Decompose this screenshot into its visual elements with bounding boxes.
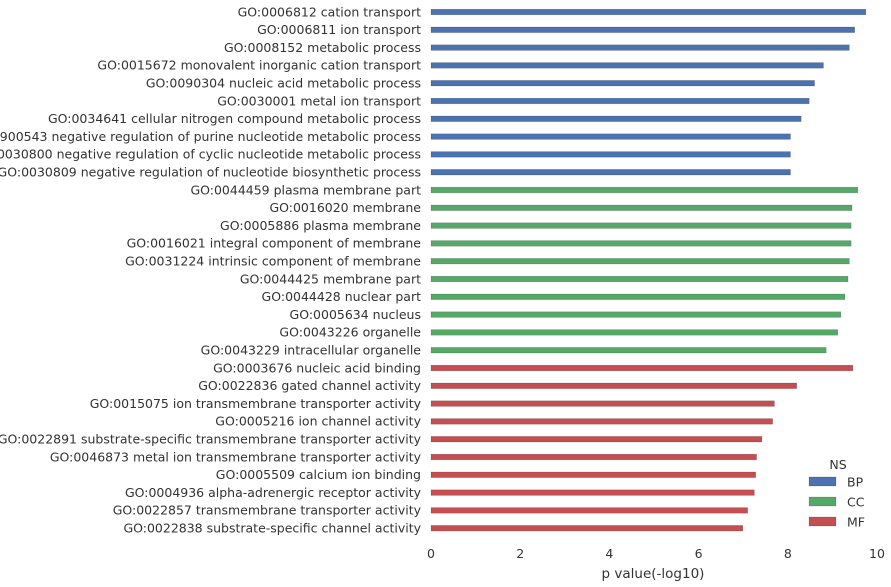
bar-cc bbox=[430, 258, 850, 265]
category-label: GO:0005634 nucleus bbox=[290, 307, 421, 322]
category-label: GO:0022857 transmembrane transporter act… bbox=[113, 503, 422, 518]
x-tick-label: 10 bbox=[869, 546, 885, 561]
category-label: GO:0003676 nucleic acid binding bbox=[213, 360, 421, 375]
category-label: GO:0005216 ion channel activity bbox=[215, 414, 421, 429]
bar-bp bbox=[430, 169, 791, 176]
category-label: GO:0005509 calcium ion binding bbox=[216, 467, 421, 482]
legend-label-bp: BP bbox=[847, 475, 864, 490]
legend-items: BP CC MF bbox=[808, 475, 865, 530]
category-label: GO:0004936 alpha-adrenergic receptor act… bbox=[125, 485, 422, 500]
bar-mf bbox=[430, 489, 755, 496]
category-label: GO:0044425 membrane part bbox=[240, 271, 421, 286]
category-label: GO:0022838 substrate-specific channel ac… bbox=[123, 521, 421, 536]
bar-cc bbox=[430, 347, 827, 354]
category-label: GO:0016020 membrane bbox=[269, 200, 421, 215]
category-label: GO:0090304 nucleic acid metabolic proces… bbox=[146, 76, 421, 91]
bar-cc bbox=[430, 275, 849, 283]
category-label: GO:0043229 intracellular organelle bbox=[201, 343, 422, 358]
x-tick-label: 6 bbox=[695, 546, 703, 561]
legend-title: NS bbox=[829, 457, 846, 472]
category-label: GO:0030001 metal ion transport bbox=[217, 93, 421, 108]
bar-cc bbox=[430, 222, 852, 229]
bar-bp bbox=[430, 44, 850, 51]
category-label: GO:0031224 intrinsic component of membra… bbox=[125, 254, 421, 269]
category-label: GO:0044428 nuclear part bbox=[262, 289, 422, 304]
x-tick-label: 4 bbox=[605, 546, 613, 561]
category-label: GO:0043226 organelle bbox=[279, 325, 421, 340]
x-tick-label: 0 bbox=[427, 546, 435, 561]
bar-bp bbox=[430, 62, 824, 69]
bar-bp bbox=[430, 97, 810, 105]
bar-bp bbox=[430, 151, 791, 158]
bar-mf bbox=[430, 525, 744, 532]
category-label: GO:0022891 substrate-specific transmembr… bbox=[0, 432, 422, 447]
legend-label-cc: CC bbox=[847, 495, 865, 510]
category-label: GO:0005886 plasma membrane bbox=[220, 218, 421, 233]
bar-mf bbox=[430, 453, 757, 461]
category-label: GO:0006812 cation transport bbox=[238, 4, 421, 19]
bar-mf bbox=[430, 418, 773, 425]
category-label: GO:1900543 negative regulation of purine… bbox=[0, 129, 421, 144]
bar-mf bbox=[430, 507, 748, 514]
bar-bp bbox=[430, 133, 791, 140]
category-label: GO:0015672 monovalent inorganic cation t… bbox=[97, 58, 421, 73]
bar-cc bbox=[430, 186, 859, 194]
category-label: GO:0008152 metabolic process bbox=[224, 40, 421, 55]
bar-bp bbox=[430, 26, 855, 33]
x-tick-label: 2 bbox=[516, 546, 524, 561]
category-label: GO:0016021 integral component of membran… bbox=[127, 236, 422, 251]
category-label: GO:0030800 negative regulation of cyclic… bbox=[0, 147, 421, 162]
x-axis-ticks: 0 2 4 6 8 10 bbox=[427, 546, 885, 561]
x-axis-title: p value(-log10) bbox=[602, 566, 705, 582]
bar-mf bbox=[430, 364, 854, 372]
legend-swatch-cc bbox=[808, 496, 837, 507]
bar-cc bbox=[430, 293, 846, 300]
bar-mf bbox=[430, 382, 797, 389]
category-label: GO:0034641 cellular nitrogen compound me… bbox=[48, 111, 421, 126]
category-label: GO:0022836 gated channel activity bbox=[198, 378, 421, 393]
bars-layer bbox=[430, 8, 867, 532]
category-label: GO:0044459 plasma membrane part bbox=[190, 182, 421, 197]
bar-bp bbox=[430, 115, 802, 122]
legend-swatch-mf bbox=[808, 516, 837, 527]
bar-bp bbox=[430, 80, 815, 87]
category-label: GO:0030809 negative regulation of nucleo… bbox=[0, 165, 421, 180]
legend-label-mf: MF bbox=[847, 515, 865, 530]
bar-cc bbox=[430, 329, 839, 336]
bar-cc bbox=[430, 240, 852, 247]
bar-mf bbox=[430, 436, 763, 443]
legend: NS BP CC MF bbox=[808, 457, 865, 530]
x-tick-label: 8 bbox=[784, 546, 792, 561]
bar-mf bbox=[430, 400, 775, 407]
legend-swatch-bp bbox=[808, 476, 837, 487]
category-labels: GO:0006812 cation transport GO:0006811 io… bbox=[0, 4, 422, 535]
bar-bp bbox=[430, 8, 867, 16]
category-label: GO:0006811 ion transport bbox=[257, 22, 421, 37]
bar-cc bbox=[430, 311, 842, 318]
category-label: GO:0015075 ion transmembrane transporter… bbox=[90, 396, 422, 411]
bar-cc bbox=[430, 204, 853, 211]
bar-mf bbox=[430, 471, 756, 478]
category-label: GO:0046873 metal ion transmembrane trans… bbox=[50, 449, 422, 464]
